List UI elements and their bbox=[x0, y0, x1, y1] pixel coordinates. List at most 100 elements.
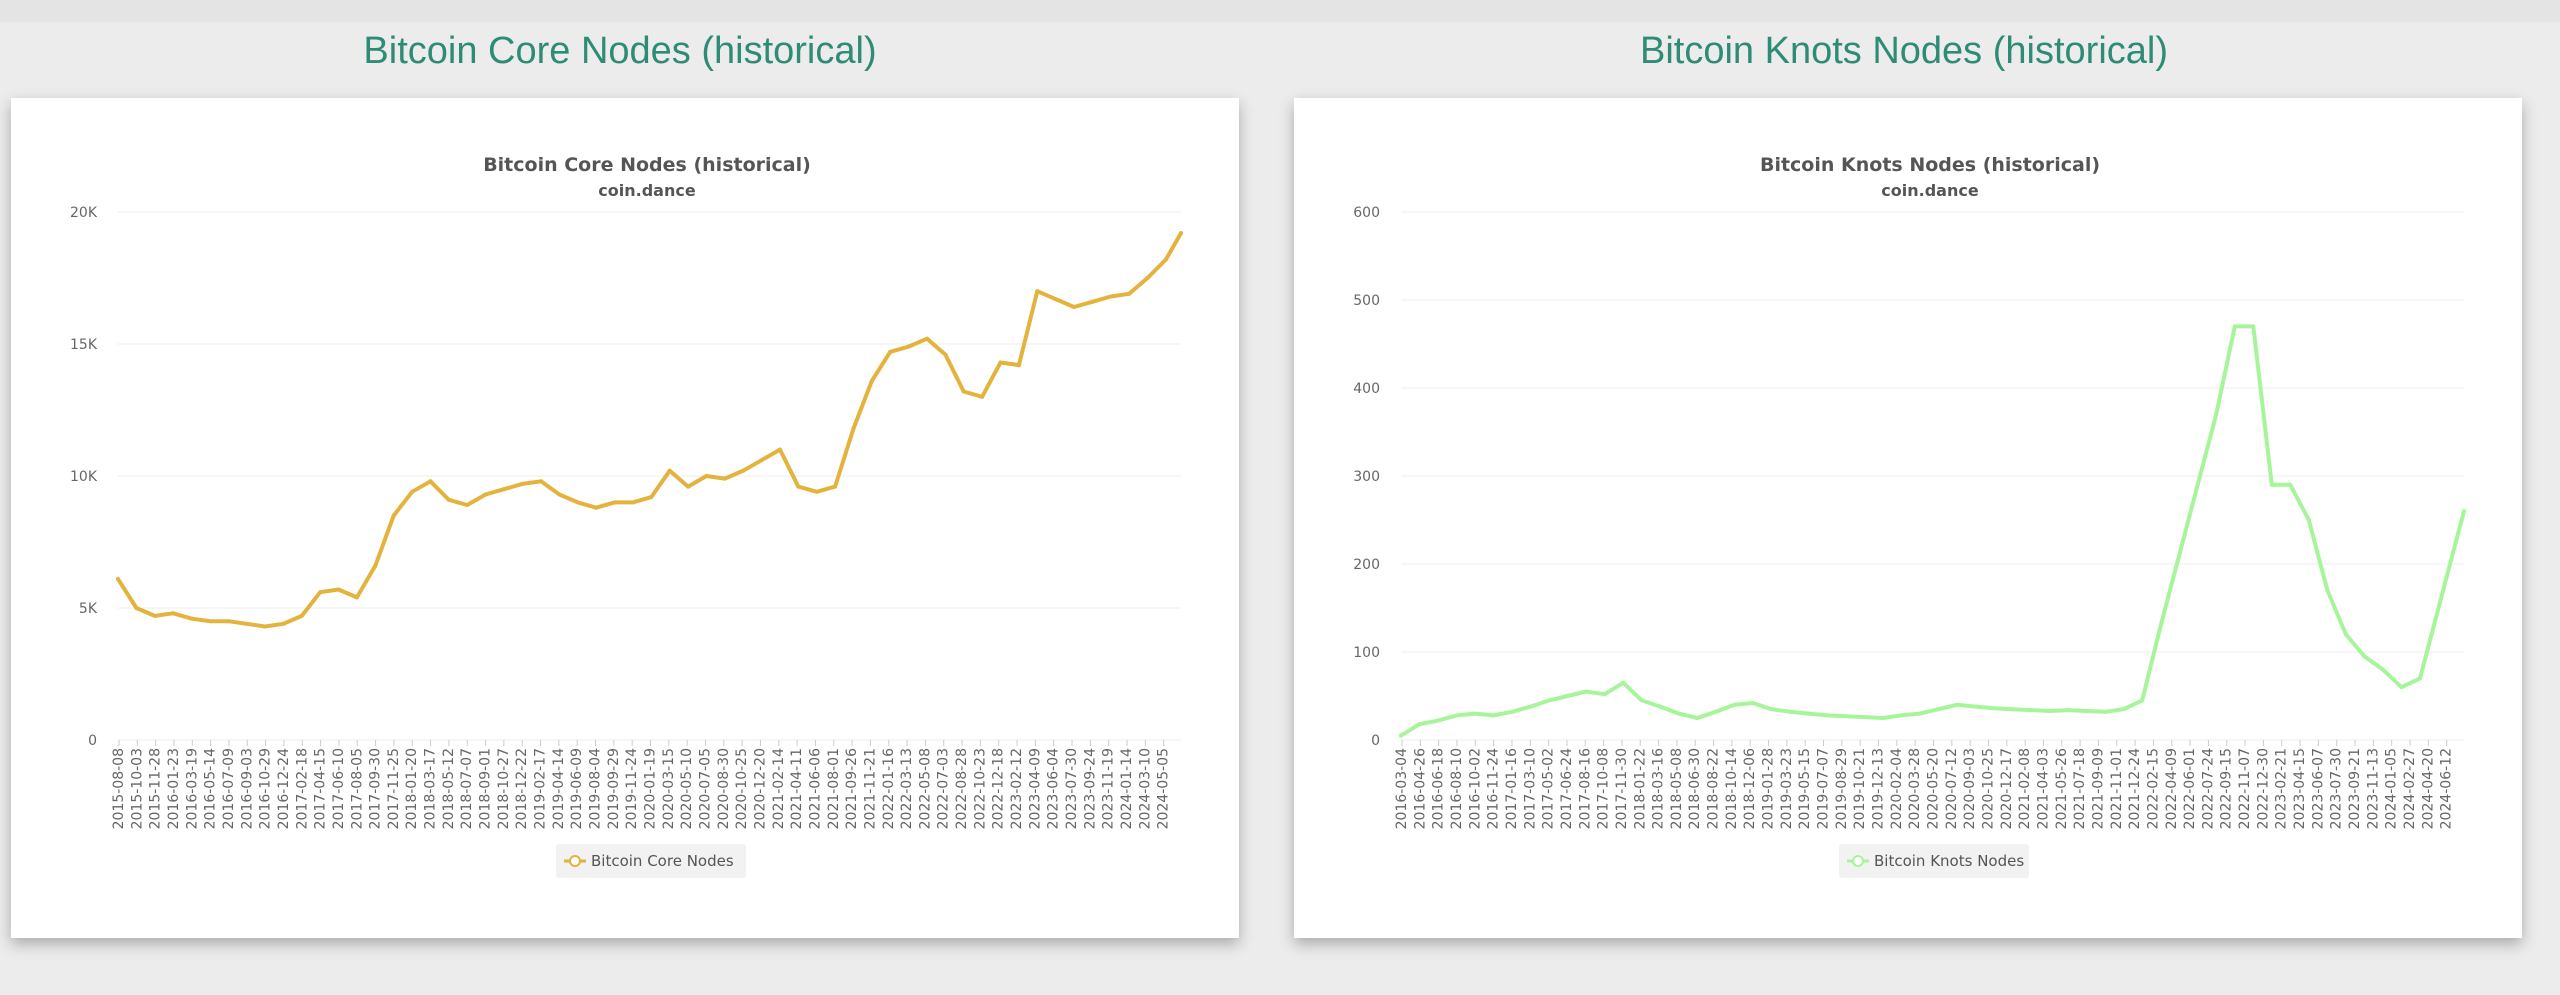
x-tick-label: 2016-06-18 bbox=[1431, 748, 1447, 829]
x-tick-label: 2020-07-12 bbox=[1944, 748, 1960, 829]
x-tick-label: 2019-01-28 bbox=[1761, 748, 1777, 829]
data-point bbox=[906, 344, 911, 349]
y-tick-label: 500 bbox=[1353, 293, 1380, 309]
y-tick-label: 400 bbox=[1353, 381, 1380, 397]
x-tick-label: 2016-07-09 bbox=[221, 748, 237, 829]
x-tick-label: 2018-03-16 bbox=[1651, 748, 1667, 829]
data-point bbox=[2232, 324, 2237, 329]
data-point bbox=[134, 606, 139, 610]
data-point bbox=[2288, 482, 2293, 487]
x-tick-label: 2018-10-27 bbox=[496, 748, 512, 829]
x-tick-label: 2024-02-27 bbox=[2402, 748, 2418, 829]
data-point bbox=[116, 577, 120, 581]
x-tick-label: 2018-12-06 bbox=[1742, 748, 1758, 829]
x-tick-label: 2023-06-07 bbox=[2310, 748, 2326, 829]
data-point bbox=[630, 500, 635, 505]
data-point bbox=[483, 492, 488, 497]
data-point bbox=[354, 595, 359, 600]
data-point bbox=[2325, 588, 2330, 593]
x-tick-label: 2023-04-15 bbox=[2292, 748, 2308, 829]
x-tick-label: 2017-08-05 bbox=[349, 748, 365, 829]
data-point bbox=[1163, 257, 1168, 262]
core-nodes-chart: Bitcoin Core Nodes (historical) coin.danc… bbox=[70, 154, 1183, 878]
data-point bbox=[1510, 709, 1515, 714]
x-tick-label: 2023-07-30 bbox=[1064, 748, 1080, 829]
data-point bbox=[759, 458, 764, 463]
x-tick-label: 2017-02-18 bbox=[294, 748, 310, 829]
data-point bbox=[667, 468, 672, 473]
x-tick-label: 2019-03-23 bbox=[1779, 748, 1795, 829]
x-tick-label: 2017-11-25 bbox=[386, 748, 402, 829]
data-point bbox=[2195, 482, 2200, 487]
x-tick-label: 2019-10-21 bbox=[1852, 748, 1868, 829]
x-tick-label: 2023-11-13 bbox=[2365, 748, 2381, 829]
x-tick-label: 2018-05-08 bbox=[1669, 748, 1685, 829]
x-tick-label: 2021-09-09 bbox=[2090, 748, 2106, 829]
x-tick-label: 2017-03-10 bbox=[1522, 748, 1538, 829]
data-point bbox=[1991, 706, 1996, 711]
x-tick-label: 2019-12-13 bbox=[1871, 748, 1887, 829]
data-point bbox=[2343, 632, 2348, 637]
data-point bbox=[336, 587, 341, 592]
x-tick-label: 2020-10-25 bbox=[734, 748, 750, 829]
data-point bbox=[1454, 713, 1459, 718]
data-point bbox=[741, 468, 746, 473]
x-tick-label: 2020-05-20 bbox=[1926, 748, 1942, 829]
data-point bbox=[2140, 698, 2145, 703]
x-tick-label: 2017-10-08 bbox=[1596, 748, 1612, 829]
data-point bbox=[1399, 733, 1403, 738]
x-tick-label: 2023-06-04 bbox=[1046, 748, 1062, 829]
data-point bbox=[2121, 707, 2126, 712]
data-point bbox=[612, 500, 617, 505]
data-point bbox=[1806, 711, 1811, 716]
x-tick-label: 2017-11-30 bbox=[1614, 748, 1630, 829]
data-point bbox=[998, 360, 1003, 365]
data-point bbox=[1145, 276, 1150, 280]
data-point bbox=[1825, 713, 1830, 718]
x-tick-label: 2024-05-05 bbox=[1156, 748, 1172, 829]
x-tick-label: 2017-01-16 bbox=[1504, 748, 1520, 829]
data-point bbox=[2251, 324, 2256, 329]
x-tick-label: 2024-04-20 bbox=[2420, 748, 2436, 829]
x-tick-label: 2017-06-10 bbox=[331, 748, 347, 829]
x-tick-label: 2024-01-05 bbox=[2384, 748, 2400, 829]
x-tick-label: 2016-09-03 bbox=[239, 748, 255, 829]
data-point bbox=[1436, 718, 1440, 723]
data-point bbox=[722, 476, 727, 481]
x-tick-label: 2021-12-24 bbox=[2127, 748, 2143, 829]
x-tick-label: 2021-08-01 bbox=[826, 748, 842, 829]
data-point bbox=[796, 484, 801, 489]
data-point bbox=[1658, 704, 1663, 709]
data-point bbox=[1417, 722, 1422, 727]
x-tick-label: 2016-03-19 bbox=[184, 748, 200, 829]
legend[interactable]: Bitcoin Knots Nodes bbox=[1839, 844, 2029, 878]
y-tick-label: 0 bbox=[88, 733, 97, 749]
x-tick-label: 2018-05-12 bbox=[441, 748, 457, 829]
data-point bbox=[2177, 553, 2182, 558]
data-point bbox=[1090, 299, 1095, 304]
data-point bbox=[2462, 509, 2466, 514]
x-tick-label: 2015-10-03 bbox=[129, 748, 145, 829]
data-point bbox=[1750, 701, 1755, 705]
x-tick-label: 2019-06-09 bbox=[569, 748, 585, 829]
x-tick-label: 2015-08-08 bbox=[111, 748, 127, 829]
data-point bbox=[189, 616, 194, 621]
x-tick-label: 2021-09-26 bbox=[844, 748, 860, 829]
data-point bbox=[833, 484, 838, 489]
data-point bbox=[1955, 702, 1959, 707]
data-point bbox=[465, 503, 470, 507]
x-tick-label: 2018-01-20 bbox=[404, 748, 420, 829]
data-point bbox=[1179, 231, 1183, 236]
data-point bbox=[1676, 711, 1681, 716]
legend[interactable]: Bitcoin Core Nodes bbox=[556, 844, 746, 878]
x-tick-label: 2021-02-14 bbox=[771, 748, 787, 829]
x-tick-label: 2019-05-15 bbox=[1797, 748, 1813, 829]
data-point bbox=[2214, 412, 2219, 417]
x-tick-label: 2019-04-14 bbox=[551, 748, 567, 829]
data-point bbox=[410, 489, 415, 494]
data-point bbox=[318, 590, 323, 595]
legend-box bbox=[1839, 844, 2029, 878]
x-tick-label: 2023-02-12 bbox=[1009, 748, 1025, 829]
data-point bbox=[888, 349, 893, 354]
x-tick-label: 2022-07-03 bbox=[936, 748, 952, 829]
